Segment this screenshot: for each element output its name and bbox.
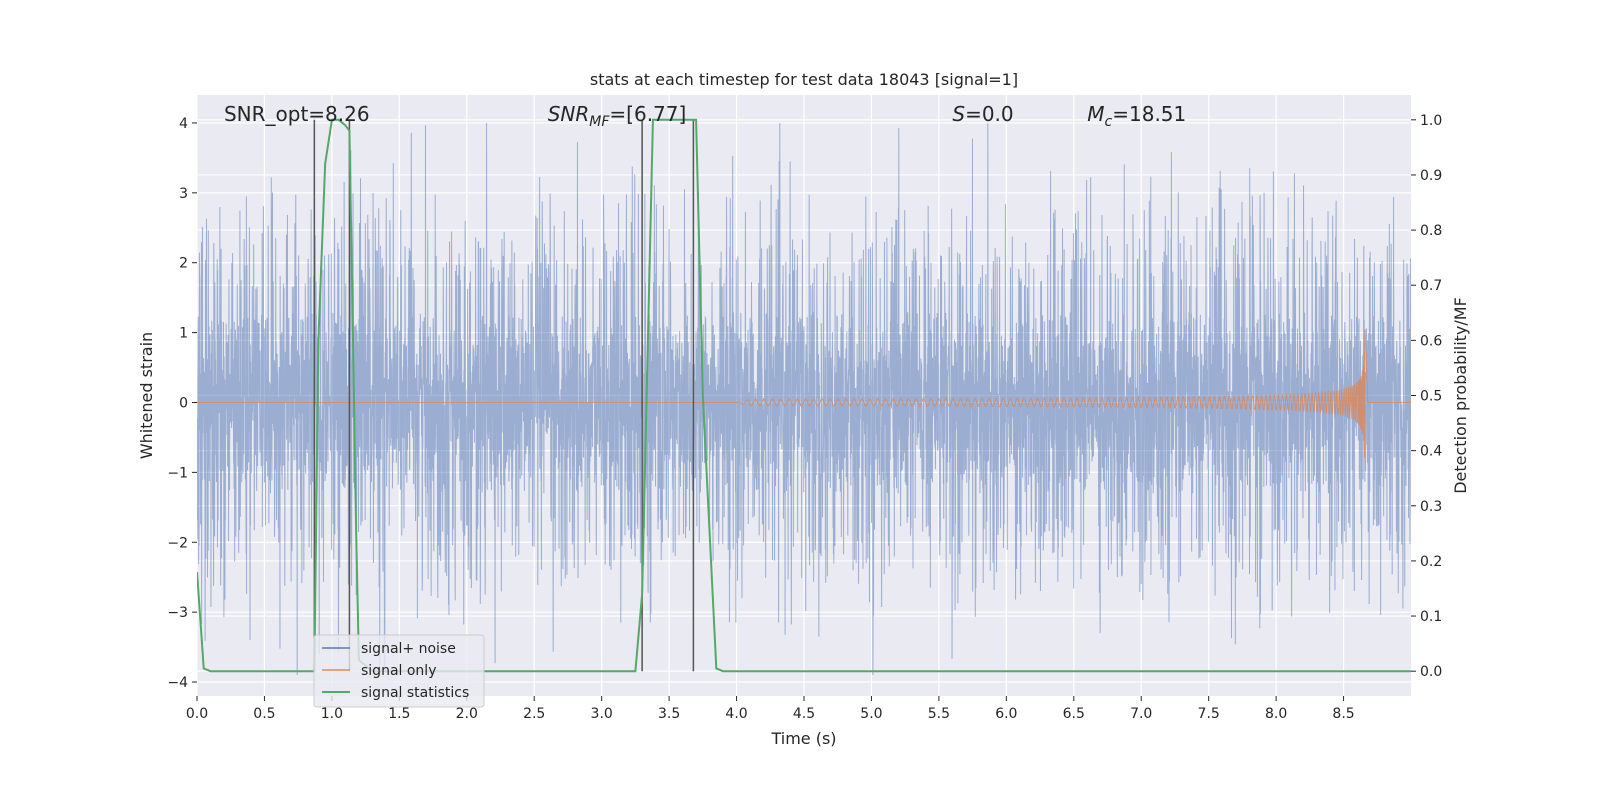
y-left-tick-label: −3: [167, 605, 188, 621]
x-tick-label: 2.0: [456, 706, 478, 722]
x-tick-label: 3.0: [591, 706, 613, 722]
y-right-tick-label: 0.9: [1420, 168, 1442, 184]
y-right-tick-label: 0.5: [1420, 389, 1442, 405]
y-axis-label-left: Whitened strain: [137, 332, 156, 459]
y-left-tick-label: 1: [179, 326, 188, 342]
x-tick-label: 4.5: [793, 706, 815, 722]
legend-label: signal statistics: [361, 685, 469, 701]
y-right-tick-label: 0.0: [1420, 664, 1442, 680]
x-tick-label: 2.5: [523, 706, 545, 722]
y-axis-label-right: Detection probability/MF: [1451, 297, 1470, 494]
x-tick-label: 4.0: [725, 706, 747, 722]
x-tick-label: 6.5: [1063, 706, 1085, 722]
x-tick-label: 5.5: [928, 706, 950, 722]
x-tick-label: 5.0: [860, 706, 882, 722]
y-right-tick-label: 0.1: [1420, 609, 1442, 625]
y-left-tick-label: −4: [167, 675, 188, 691]
annotation-s-main: S=0.0: [952, 102, 1013, 126]
y-right-tick-label: 1.0: [1420, 113, 1442, 129]
x-axis-label: Time (s): [770, 729, 836, 748]
x-tick-label: 7.0: [1130, 706, 1152, 722]
x-tick-label: 7.5: [1198, 706, 1220, 722]
x-tick-label: 0.5: [253, 706, 275, 722]
y-right-tick-label: 0.8: [1420, 223, 1442, 239]
y-left-axis-ticks: −4 −3 −2 −1 0 1 2 3 4: [167, 116, 197, 691]
x-tick-label: 1.0: [321, 706, 343, 722]
legend-label: signal+ noise: [361, 641, 456, 657]
legend-box: [313, 634, 485, 708]
x-tick-label: 1.5: [388, 706, 410, 722]
chart-title: stats at each timestep for test data 180…: [590, 70, 1018, 89]
annotation-snr-mf-main: SNRMF=[6.77]: [548, 102, 687, 130]
series-signal-noise: [197, 122, 1411, 676]
y-left-tick-label: 0: [179, 395, 188, 411]
y-right-tick-label: 0.2: [1420, 554, 1442, 570]
annotation-mc-main: Mc=18.51: [1087, 102, 1186, 130]
y-left-tick-label: 4: [179, 116, 188, 132]
y-right-tick-label: 0.7: [1420, 278, 1442, 294]
x-tick-label: 3.5: [658, 706, 680, 722]
y-left-tick-label: 2: [179, 256, 188, 272]
series-signal-only: [197, 329, 1411, 458]
x-tick-label: 8.5: [1332, 706, 1354, 722]
legend-label: signal only: [361, 663, 436, 679]
legend: signal+ noise signal only signal statistic…: [313, 634, 485, 708]
y-left-tick-label: −2: [167, 535, 188, 551]
x-tick-label: 8.0: [1265, 706, 1287, 722]
y-left-tick-label: 3: [179, 186, 188, 202]
y-left-tick-label: −1: [167, 465, 188, 481]
x-axis-ticks: 0.0 0.5 1.0 1.5 2.0 2.5 3.0 3.5 4.0 4.5 5.0 5.5 6.0 6…: [186, 696, 1355, 722]
y-right-tick-label: 0.3: [1420, 499, 1442, 515]
x-tick-label: 6.0: [995, 706, 1017, 722]
annotation-snr-opt: SNR_opt=8.26: [224, 102, 370, 126]
y-right-tick-label: 0.4: [1420, 444, 1442, 460]
x-tick-label: 0.0: [186, 706, 208, 722]
y-right-tick-label: 0.6: [1420, 333, 1442, 349]
annotations: SNR_opt=8.26 SNRMF=[6.77] S=0.0 Mc=18.51: [224, 102, 1186, 130]
y-right-axis-ticks: 0.0 0.1 0.2 0.3 0.4 0.5 0.6 0.7 0.8 0.9 1.0: [1411, 113, 1442, 680]
